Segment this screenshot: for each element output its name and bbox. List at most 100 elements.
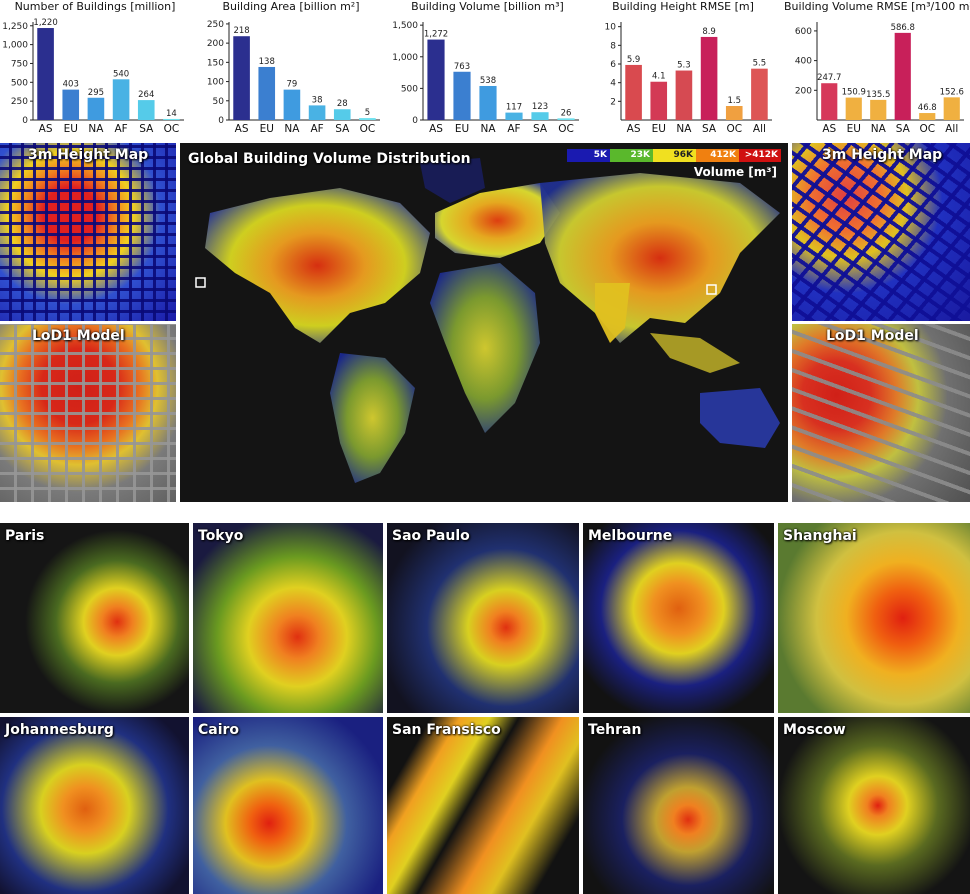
city-panel-san-fransisco: San Fransisco <box>387 717 579 894</box>
bar-oc <box>725 106 743 120</box>
inset-lod1-left: LoD1 Model <box>0 324 176 502</box>
inset-label: LoD1 Model <box>826 328 919 344</box>
legend-label: 23K <box>630 150 651 160</box>
data-label: 135.5 <box>866 90 890 100</box>
bar-sa <box>333 109 351 120</box>
category-label: EU <box>64 123 78 135</box>
data-label: 8.9 <box>702 27 716 37</box>
chart-building-area: Building Area [billion m²] 0 50 100 150 200 2… <box>196 0 386 140</box>
category-label: OC <box>726 123 742 135</box>
city-label: Tehran <box>588 722 642 738</box>
locator-box-left <box>195 277 206 288</box>
continent-greenland <box>420 158 485 203</box>
inset-height-map-left: 3m Height Map <box>0 143 176 321</box>
chart-title: Building Volume [billion m³] <box>411 0 564 13</box>
category-label: AF <box>507 123 520 135</box>
category-label: SA <box>702 123 717 135</box>
world-map: Global Building Volume Distribution 5K 2… <box>180 143 788 502</box>
data-label: 150.9 <box>842 88 866 98</box>
y-tick-label: 100 <box>207 78 224 88</box>
bar-eu <box>62 89 80 120</box>
category-label: AF <box>114 123 127 135</box>
bar-oc <box>359 118 376 120</box>
y-tick-label: 6 <box>610 60 616 70</box>
data-label: 403 <box>63 80 79 90</box>
city-panel-johannesburg: Johannesburg <box>0 717 189 894</box>
bar-af <box>308 105 326 120</box>
y-tick-label: 200 <box>207 39 224 49</box>
bar-na <box>675 70 693 120</box>
chart-title: Building Volume RMSE [m³/100 m²] <box>784 0 970 13</box>
bar-as <box>625 64 642 120</box>
category-label: EU <box>455 123 469 135</box>
data-label: 138 <box>259 57 275 67</box>
bar-sa <box>137 100 155 120</box>
data-label: 264 <box>138 90 154 100</box>
bar-as <box>233 36 250 121</box>
data-label: 5.5 <box>753 59 767 69</box>
category-label: All <box>945 123 958 135</box>
volume-legend: 5K 23K 96K 412K >412K Volume [m³] <box>567 149 781 183</box>
data-label: 38 <box>312 95 323 105</box>
chart-svg: 200 400 600 247.7 AS 150.9 EU 135.5 NA 586.8 SA 46.… <box>795 22 964 135</box>
bar-na <box>479 85 497 120</box>
y-tick-label: 1,000 <box>2 41 28 51</box>
bar-na <box>870 99 887 120</box>
world-map-svg <box>195 158 780 483</box>
data-label: 14 <box>166 109 177 119</box>
chart-height-rmse: Building Height RMSE [m] 2 4 6 8 10 5.9 AS 4.1 E… <box>588 0 778 140</box>
chart-svg: 0 250 500 750 1,000 1,250 1,220 AS 403 EU 295 NA 540… <box>2 18 184 135</box>
data-label: 117 <box>506 103 522 113</box>
category-label: OC <box>360 123 376 135</box>
chart-title: Building Height RMSE [m] <box>612 0 754 13</box>
y-tick-label: 1,500 <box>392 21 418 31</box>
legend-segment: >412K <box>739 149 781 162</box>
bar-oc <box>557 118 575 120</box>
city-label: Sao Paulo <box>392 528 470 544</box>
city-label: Shanghai <box>783 528 857 544</box>
y-tick-label: 200 <box>795 86 812 96</box>
city-panel-sao-paulo: Sao Paulo <box>387 523 579 713</box>
city-panel-moscow: Moscow <box>778 717 970 894</box>
bar-sa <box>700 36 718 120</box>
y-tick-label: 750 <box>11 59 28 69</box>
y-tick-label: 250 <box>11 97 28 107</box>
bar-as <box>427 39 445 120</box>
inset-lod1-right: LoD1 Model <box>792 324 970 502</box>
chart-svg: 2 4 6 8 10 5.9 AS 4.1 EU 5.3 NA 8.9 SA 1.5 OC 5.5 All <box>605 22 772 135</box>
data-label: 1,272 <box>424 30 448 40</box>
category-label: NA <box>284 123 300 135</box>
category-label: OC <box>558 123 574 135</box>
continent-se-asia <box>650 333 740 373</box>
data-label: 4.1 <box>652 72 666 82</box>
legend-label: >412K <box>744 150 778 160</box>
chart-number-of-buildings: Number of Buildings [million] 0 250 500 750… <box>0 0 190 140</box>
legend-label: 412K <box>710 150 736 160</box>
category-label: OC <box>164 123 180 135</box>
chart-building-volume: Building Volume [billion m³] 0 500 1,000 1,… <box>390 0 585 140</box>
city-label: Tokyo <box>198 528 244 544</box>
data-label: 1.5 <box>727 96 741 106</box>
y-tick-label: 500 <box>401 84 418 94</box>
category-label: OC <box>919 123 935 135</box>
city-label: Moscow <box>783 722 846 738</box>
y-tick-label: 150 <box>207 58 224 68</box>
y-tick-label: 1,250 <box>2 22 28 32</box>
category-label: All <box>753 123 766 135</box>
continent-north-america <box>205 188 430 343</box>
city-panel-tehran: Tehran <box>583 717 774 894</box>
continent-africa <box>430 263 540 433</box>
bar-af <box>505 112 523 120</box>
data-label: 218 <box>233 26 249 36</box>
y-tick-label: 0 <box>22 116 28 126</box>
data-label: 123 <box>532 102 548 112</box>
category-label: SA <box>139 123 154 135</box>
city-panel-paris: Paris <box>0 523 189 713</box>
category-label: EU <box>260 123 274 135</box>
continent-india <box>595 283 630 343</box>
data-label: 1,220 <box>33 18 57 28</box>
continent-europe <box>435 183 560 258</box>
y-tick-label: 1,000 <box>392 53 418 63</box>
legend-unit: Volume [m³] <box>693 165 777 179</box>
data-label: 5.9 <box>627 55 641 65</box>
